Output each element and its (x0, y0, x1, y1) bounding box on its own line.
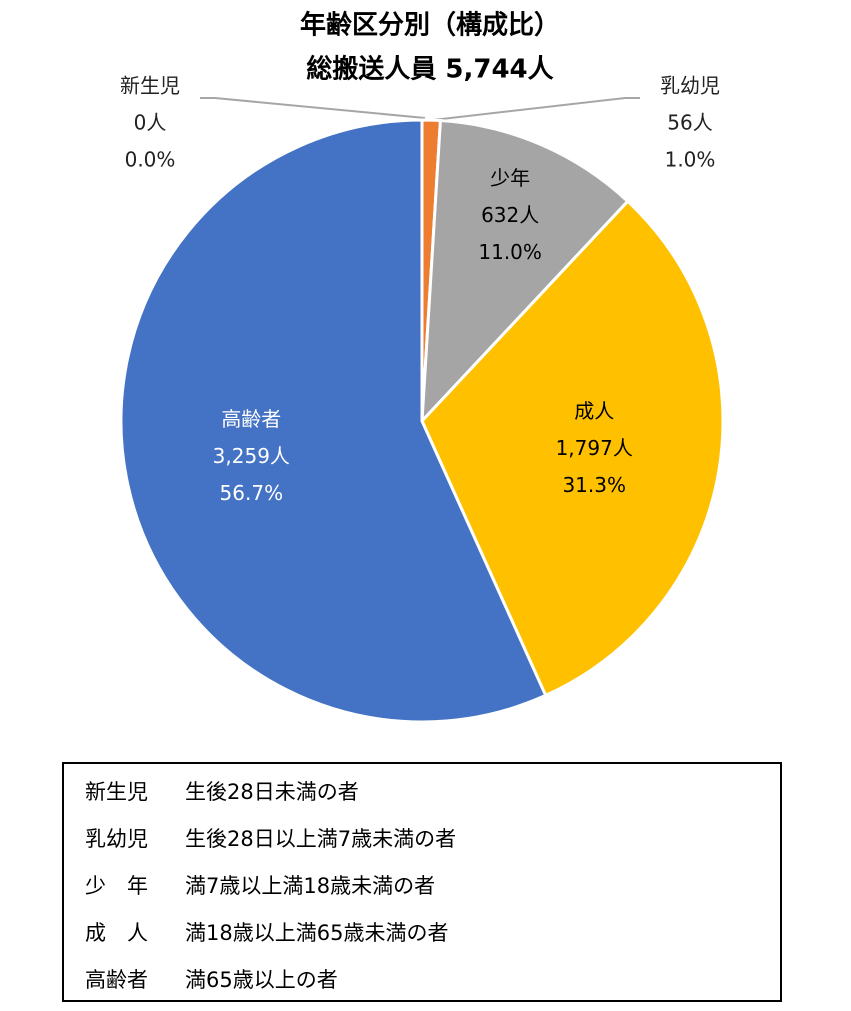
leader-line (432, 97, 640, 121)
definitions-box (62, 762, 782, 1002)
pie-slice (420, 199, 725, 698)
percent-label: 56.7% (220, 481, 284, 505)
definition-term: 高齢者 (85, 968, 148, 992)
definition-description: 生後28日未満の者 (185, 780, 359, 804)
pie-slice (420, 118, 630, 426)
chart-title: 年齢区分別（構成比） (300, 10, 560, 41)
value-label: 3,259人 (213, 444, 290, 468)
value-label: 632人 (481, 203, 539, 227)
value-label: 0人 (134, 111, 167, 135)
definition-description: 生後28日以上満7歳未満の者 (185, 827, 456, 851)
leader-line (200, 97, 426, 119)
definition-description: 満65歳以上の者 (185, 968, 338, 992)
definition-term: 乳幼児 (85, 827, 148, 851)
category-label: 高齢者 (221, 407, 281, 431)
percent-label: 1.0% (665, 148, 716, 172)
definition-term: 少 年 (85, 874, 148, 898)
definition-term: 成 人 (85, 921, 148, 945)
category-label: 成人 (574, 399, 614, 423)
definition-description: 満7歳以上満18歳未満の者 (185, 874, 435, 898)
category-label: 新生児 (120, 74, 180, 98)
chart-subtitle: 総搬送人員 5,744人 (306, 54, 553, 85)
definition-term: 新生児 (85, 780, 148, 804)
percent-label: 11.0% (478, 240, 542, 264)
category-label: 少年 (490, 166, 530, 190)
category-label: 乳幼児 (660, 74, 720, 98)
percent-label: 0.0% (125, 148, 176, 172)
value-label: 56人 (667, 111, 712, 135)
value-label: 1,797人 (556, 436, 633, 460)
pie-slice (119, 118, 548, 724)
definition-description: 満18歳以上満65歳未満の者 (185, 921, 448, 945)
percent-label: 31.3% (562, 473, 626, 497)
